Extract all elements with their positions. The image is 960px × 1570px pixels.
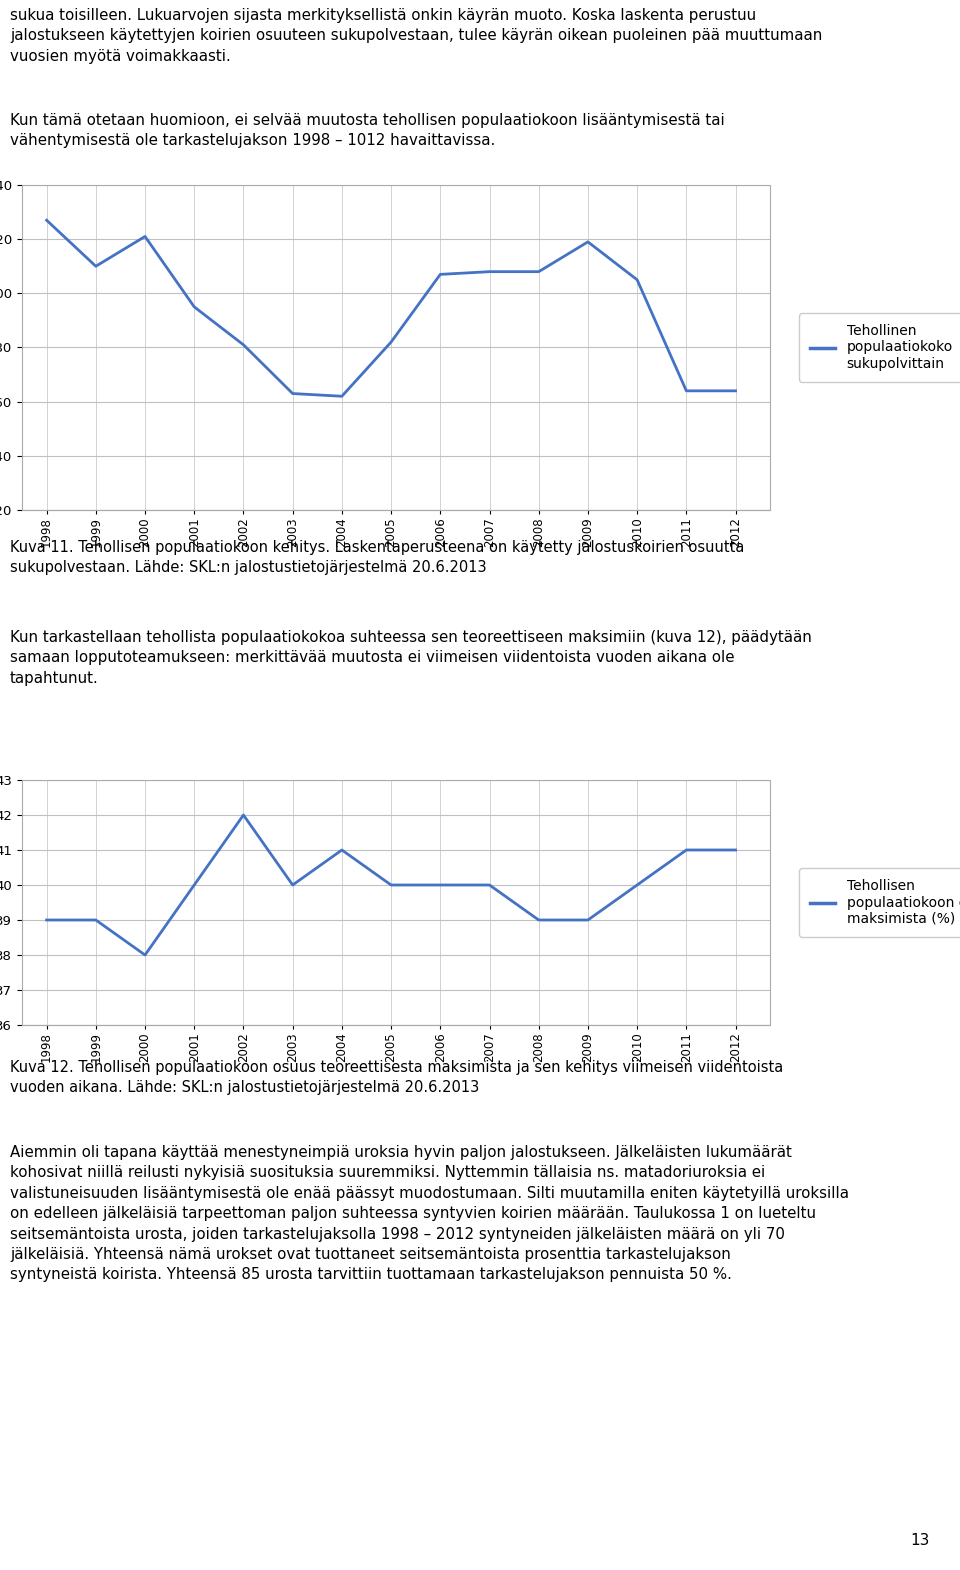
Text: Aiemmin oli tapana käyttää menestyneimpiä uroksia hyvin paljon jalostukseen. Jäl: Aiemmin oli tapana käyttää menestyneimpi… [10, 1145, 849, 1283]
Text: Kuva 12. Tehollisen populaatiokoon osuus teoreettisesta maksimista ja sen kehity: Kuva 12. Tehollisen populaatiokoon osuus… [10, 1060, 783, 1096]
Text: sukua toisilleen. Lukuarvojen sijasta merkityksellistä onkin käyrän muoto. Koska: sukua toisilleen. Lukuarvojen sijasta me… [10, 8, 823, 64]
Text: Kun tarkastellaan tehollista populaatiokokoa suhteessa sen teoreettiseen maksimi: Kun tarkastellaan tehollista populaatiok… [10, 630, 812, 686]
Legend: Tehollinen
populaatiokoko
sukupolvittain: Tehollinen populaatiokoko sukupolvittain [800, 312, 960, 382]
Legend: Tehollisen
populaatiokoon osuus
maksimista (%): Tehollisen populaatiokoon osuus maksimis… [800, 868, 960, 937]
Text: Kun tämä otetaan huomioon, ei selvää muutosta tehollisen populaatiokoon lisäänty: Kun tämä otetaan huomioon, ei selvää muu… [10, 113, 725, 149]
Text: 13: 13 [911, 1532, 930, 1548]
Text: Kuva 11. Tehollisen populaatiokoon kehitys. Laskentaperusteena on käytetty jalos: Kuva 11. Tehollisen populaatiokoon kehit… [10, 540, 744, 575]
